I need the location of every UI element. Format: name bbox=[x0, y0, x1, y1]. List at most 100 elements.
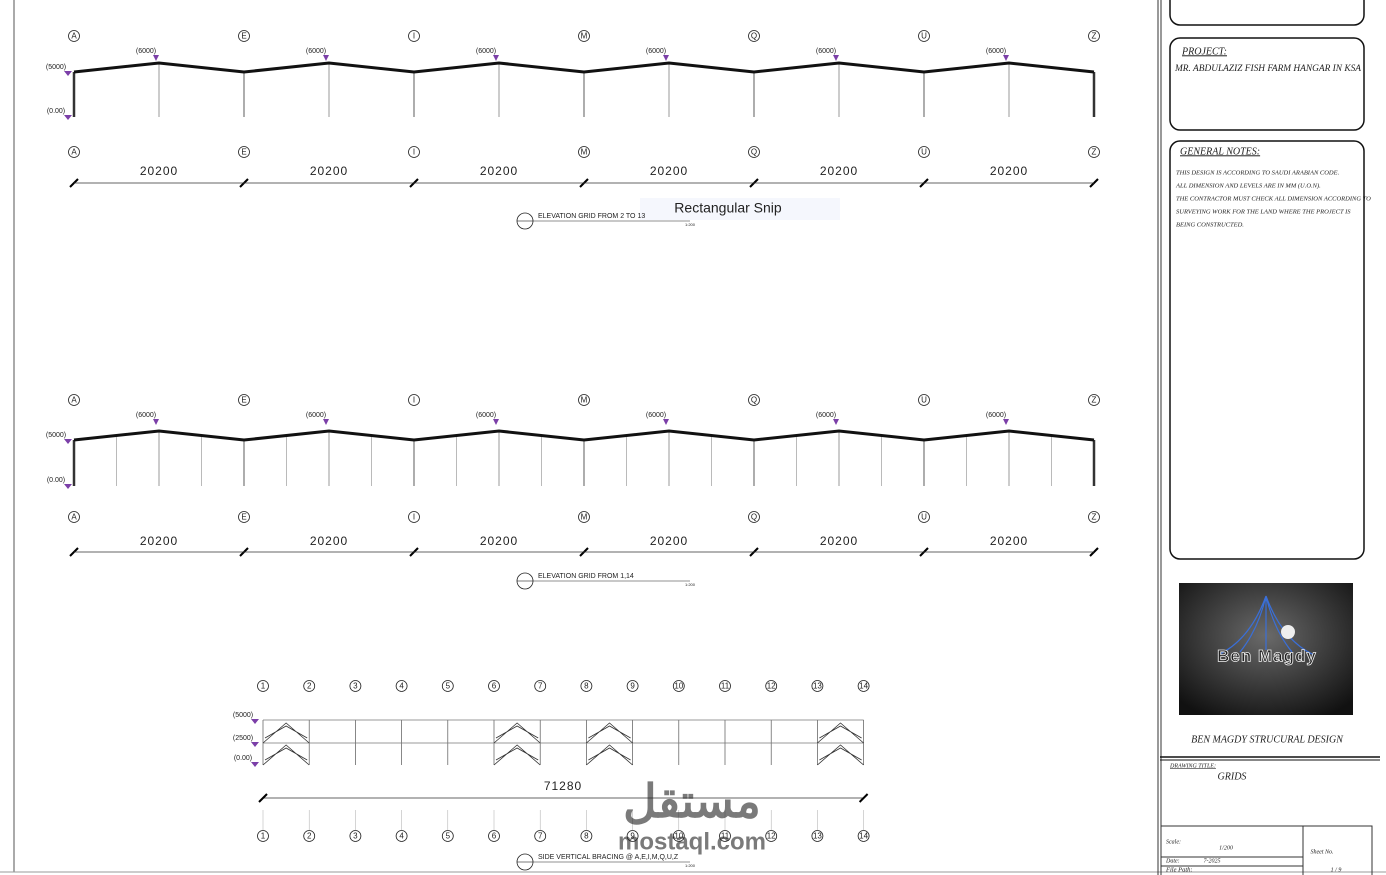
grid-bubble bbox=[918, 30, 930, 42]
grid-label: 3 bbox=[353, 682, 358, 691]
grid-label: 6 bbox=[492, 832, 497, 841]
grid-bubble bbox=[68, 394, 80, 406]
grid-bubble bbox=[68, 146, 80, 158]
peak-label: (6000) bbox=[646, 412, 666, 419]
peak-label: (6000) bbox=[986, 412, 1006, 419]
roof bbox=[73, 429, 1095, 442]
grid-bubble bbox=[748, 30, 760, 42]
info-table bbox=[1160, 825, 1373, 875]
grid-bubble bbox=[578, 30, 590, 42]
grid-bubble bbox=[68, 30, 80, 42]
grid-bubble bbox=[257, 680, 269, 692]
section-scale: 1:200 bbox=[685, 222, 696, 227]
dimension: 71280 bbox=[544, 779, 582, 793]
peak-label: (6000) bbox=[476, 412, 496, 419]
snip-text: Rectangular Snip bbox=[674, 200, 782, 216]
grid-label: 14 bbox=[859, 682, 868, 691]
note-line: THIS DESIGN IS ACCORDING TO SAUDI ARABIA… bbox=[1176, 169, 1340, 176]
grid-label: Z bbox=[1092, 148, 1097, 157]
dimension: 20200 bbox=[990, 164, 1028, 178]
level-label: (5000) bbox=[233, 712, 253, 719]
dim-tick bbox=[258, 793, 268, 803]
grid-label: 14 bbox=[859, 832, 868, 841]
grid-bubble bbox=[672, 680, 685, 692]
level-arrow bbox=[251, 742, 259, 747]
grid-bubble bbox=[918, 511, 930, 523]
peak-label: (6000) bbox=[136, 48, 156, 55]
grid-bubble bbox=[238, 146, 250, 158]
grid-label: A bbox=[71, 396, 77, 405]
level-arrow bbox=[64, 71, 72, 76]
watermark: مستقل bbox=[623, 775, 761, 827]
peak-arrow bbox=[153, 55, 159, 61]
level-label: (0.00) bbox=[47, 477, 65, 484]
peak-label: (6000) bbox=[816, 48, 836, 55]
grid-label: 2 bbox=[307, 682, 312, 691]
grid-bubble bbox=[719, 830, 731, 842]
grid-bubble bbox=[578, 511, 590, 523]
grid-bubble bbox=[395, 830, 408, 842]
drawing-title-label: DRAWING TITLE: bbox=[1169, 763, 1216, 769]
section-title: SIDE VERTICAL BRACING @ A,E,I,M,Q,U,Z bbox=[538, 854, 679, 861]
grid-bubble bbox=[68, 511, 80, 523]
peak-arrow bbox=[1003, 55, 1009, 61]
sheet-label: Sheet No. bbox=[1311, 849, 1334, 855]
grid-bubble bbox=[408, 511, 420, 523]
dimension: 20200 bbox=[650, 534, 688, 548]
grid-label: 2 bbox=[307, 832, 312, 841]
grid-label: Z bbox=[1092, 32, 1097, 41]
peak-arrow bbox=[663, 419, 669, 425]
grid-label: 11 bbox=[721, 832, 730, 841]
grid-bubble bbox=[534, 830, 547, 842]
peak-label: (6000) bbox=[306, 412, 326, 419]
peak-label: (6000) bbox=[136, 412, 156, 419]
grid-label: Z bbox=[1092, 396, 1097, 405]
grid-bubble bbox=[918, 146, 930, 158]
grid-label: I bbox=[413, 148, 415, 157]
grid-bubble bbox=[765, 680, 778, 692]
grid-label: 12 bbox=[767, 832, 776, 841]
level-arrow bbox=[64, 115, 72, 120]
dimension: 20200 bbox=[990, 534, 1028, 548]
grid-label: U bbox=[921, 32, 927, 41]
bracing-x bbox=[817, 722, 864, 766]
grid-bubble bbox=[488, 680, 500, 692]
date-label: Date: bbox=[1165, 858, 1180, 864]
peak-label: (6000) bbox=[646, 48, 666, 55]
grid-bubble bbox=[811, 680, 824, 692]
grid-label: E bbox=[241, 148, 246, 157]
grid-label: A bbox=[71, 513, 77, 522]
grid-label: E bbox=[241, 513, 246, 522]
grid-label: 6 bbox=[492, 682, 497, 691]
bracing-x bbox=[586, 722, 633, 766]
grid-bubble bbox=[408, 30, 420, 42]
grid-label: M bbox=[581, 148, 588, 157]
section-title: ELEVATION GRID FROM 1,14 bbox=[538, 573, 634, 580]
grid-label: Q bbox=[751, 513, 757, 522]
grid-bubble bbox=[238, 511, 250, 523]
peak-arrow bbox=[833, 419, 839, 425]
grid-bubble bbox=[857, 830, 870, 842]
level-arrow bbox=[64, 439, 72, 444]
level-arrow bbox=[251, 719, 259, 724]
project-name: MR. ABDULAZIZ FISH FARM HANGAR IN KSA bbox=[1174, 64, 1361, 74]
grid-bubble bbox=[441, 830, 454, 842]
peak-label: (6000) bbox=[476, 48, 496, 55]
section-scale: 1:200 bbox=[685, 582, 696, 587]
grid-label: 10 bbox=[674, 682, 683, 691]
grid-label: Q bbox=[751, 32, 757, 41]
grid-label: 7 bbox=[538, 682, 543, 691]
grid-label: I bbox=[413, 396, 415, 405]
section-title: ELEVATION GRID FROM 2 TO 13 bbox=[538, 213, 645, 220]
level-label: (2500) bbox=[233, 735, 253, 742]
grid-bubble bbox=[918, 394, 930, 406]
grid-bubble bbox=[1088, 30, 1100, 42]
note-line: SURVEYING WORK FOR THE LAND WHERE THE PR… bbox=[1176, 208, 1351, 215]
grid-label: U bbox=[921, 148, 927, 157]
grid-label: 12 bbox=[767, 682, 776, 691]
grid-label: 4 bbox=[399, 682, 404, 691]
grid-bubble bbox=[748, 146, 760, 158]
grid-bubble bbox=[765, 830, 778, 842]
grid-label: 9 bbox=[630, 682, 635, 691]
grid-bubble bbox=[580, 830, 593, 842]
